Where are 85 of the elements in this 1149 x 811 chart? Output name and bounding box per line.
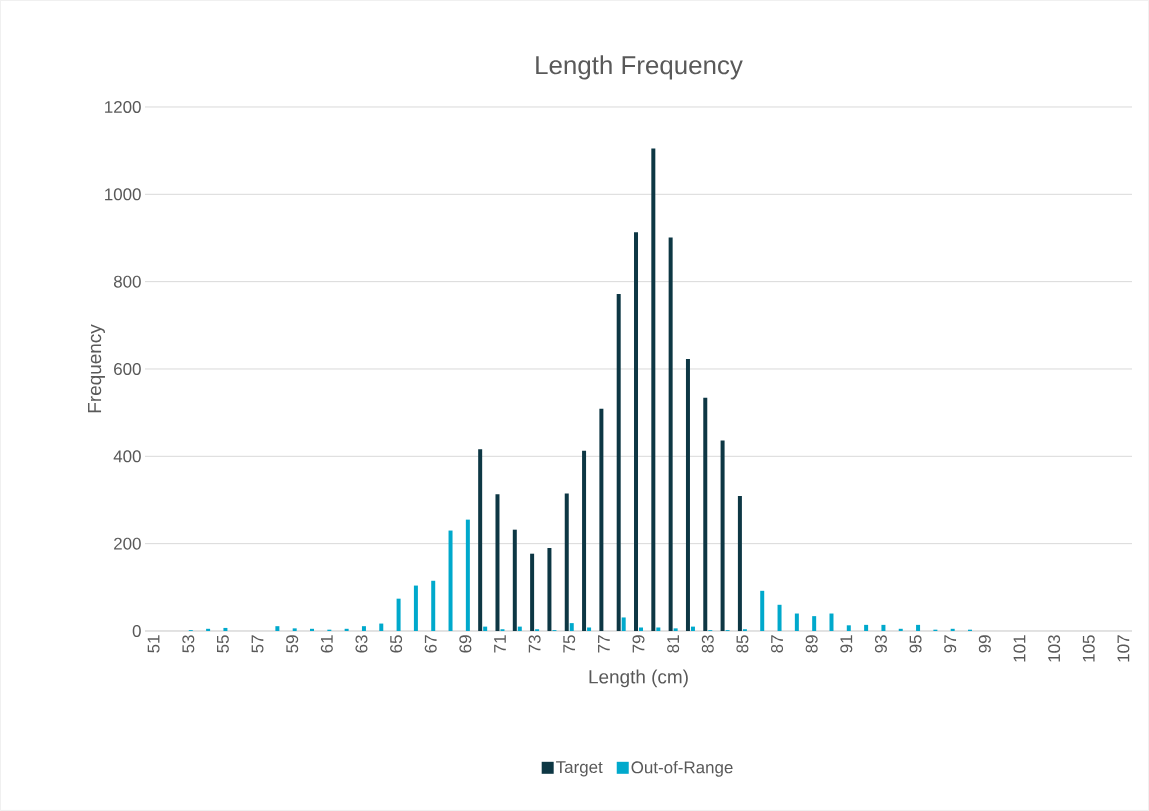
bar (690, 626, 695, 631)
legend-label: Out-of-Range (631, 760, 733, 777)
x-tick-label: 69 (459, 635, 472, 653)
y-tick-label: 1200 (105, 100, 141, 113)
x-tick-label: 77 (598, 635, 610, 653)
y-tick-label: 0 (132, 624, 141, 637)
y-tick-label: 400 (113, 450, 141, 463)
bar (616, 293, 621, 631)
bar (564, 493, 569, 631)
bar (530, 553, 535, 631)
bar (639, 627, 644, 631)
x-tick-label: 101 (1013, 635, 1026, 662)
bar (634, 232, 639, 631)
x-tick-label: 99 (978, 635, 991, 653)
bar (794, 613, 799, 631)
bar (916, 624, 921, 631)
bar (465, 519, 470, 631)
bar (448, 530, 453, 631)
x-tick-label: 83 (701, 635, 714, 653)
x-tick-label: 71 (494, 635, 506, 653)
x-tick-label: 73 (528, 635, 541, 653)
x-tick-label: 53 (182, 635, 195, 653)
x-tick-label: 79 (632, 635, 645, 653)
bar (413, 585, 418, 631)
bar (651, 148, 656, 631)
bar (292, 628, 297, 631)
x-tick-label: 81 (667, 635, 680, 653)
bar (223, 627, 228, 631)
bar (737, 496, 742, 631)
bar (517, 626, 522, 631)
bar (720, 440, 725, 631)
bar (599, 408, 604, 631)
bar (379, 623, 384, 631)
bar (495, 494, 500, 631)
x-tick-label: 95 (909, 635, 922, 653)
bar (361, 626, 366, 631)
bar (668, 237, 673, 631)
y-tick-label: 200 (114, 537, 141, 550)
legend-label: Target (556, 761, 603, 777)
x-tick-label: 51 (147, 635, 160, 653)
x-tick-label: 75 (563, 635, 576, 653)
x-tick-label: 87 (771, 635, 784, 653)
bar (512, 529, 517, 631)
bar (829, 613, 834, 631)
y-axis-title: Frequency (88, 324, 105, 413)
x-tick-label: 93 (874, 635, 887, 653)
bar (275, 626, 280, 631)
x-tick-label: 59 (286, 635, 299, 653)
x-tick-label: 57 (251, 635, 264, 653)
bar (703, 397, 708, 631)
x-tick-label: 85 (736, 635, 749, 653)
bar (881, 624, 886, 631)
bar (673, 628, 678, 631)
chart-title: Length Frequency (536, 55, 743, 80)
x-tick-label: 89 (805, 635, 818, 653)
y-tick-label: 600 (114, 362, 141, 375)
x-tick-label: 67 (424, 635, 437, 653)
bar (777, 604, 782, 631)
bar (685, 358, 690, 631)
x-tick-label: 105 (1082, 635, 1095, 662)
bar (812, 616, 817, 631)
x-tick-label: 107 (1117, 635, 1130, 662)
bar (587, 627, 592, 631)
x-axis-title: Length (cm) (589, 669, 688, 688)
y-tick-label: 800 (113, 275, 141, 288)
x-tick-label: 61 (320, 635, 333, 653)
x-tick-label: 55 (217, 635, 229, 653)
bar (621, 617, 626, 631)
x-tick-label: 103 (1048, 635, 1061, 662)
bar (569, 623, 574, 631)
bar (864, 624, 869, 631)
bar (760, 590, 765, 631)
bar (547, 548, 552, 631)
bar (396, 598, 401, 631)
bar (846, 625, 851, 631)
bar (656, 627, 661, 631)
x-tick-label: 63 (355, 635, 368, 653)
y-tick-label: 1000 (105, 188, 141, 201)
bar (483, 626, 488, 631)
x-tick-label: 91 (840, 635, 853, 653)
bar (431, 580, 436, 631)
x-tick-label: 65 (390, 635, 403, 653)
x-tick-label: 97 (944, 635, 957, 653)
bar (478, 449, 483, 631)
bar (582, 450, 587, 631)
